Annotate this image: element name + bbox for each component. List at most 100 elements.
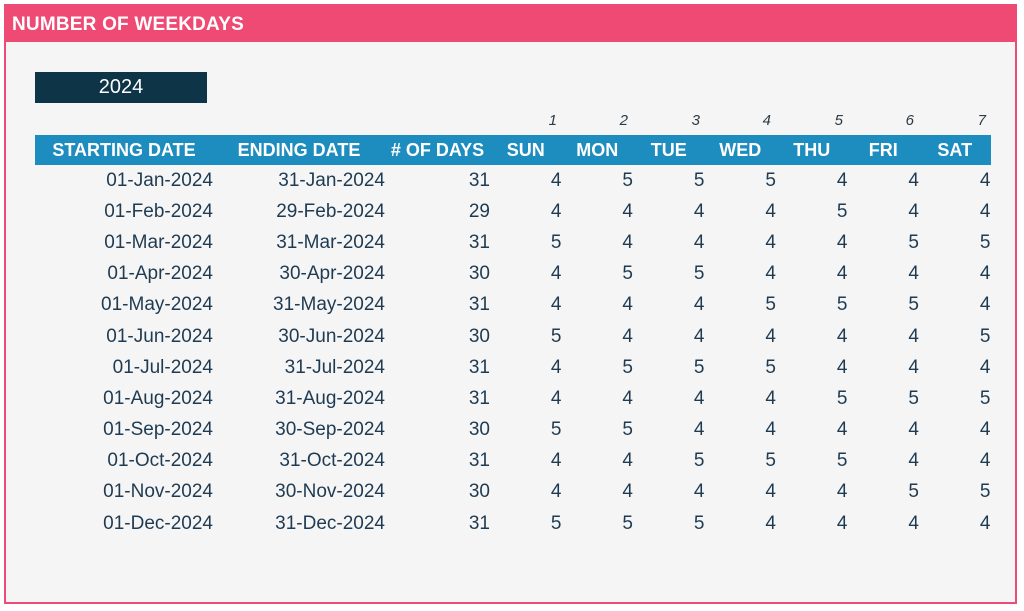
cell-mon-count[interactable]: 4 <box>622 200 633 222</box>
cell-starting-date[interactable]: 01-Oct-2024 <box>107 450 213 472</box>
cell-sun-count[interactable]: 4 <box>550 356 562 378</box>
cell-sat-count[interactable]: 4 <box>979 200 991 222</box>
cell-wed-count[interactable]: 4 <box>765 200 776 222</box>
cell-num-days[interactable]: 31 <box>468 169 490 191</box>
cell-thu-count[interactable]: 4 <box>836 512 848 534</box>
cell-mon-count[interactable]: 4 <box>622 387 633 409</box>
cell-thu-count[interactable]: 4 <box>836 263 848 285</box>
cell-sat-count[interactable]: 5 <box>979 387 991 409</box>
cell-sun-count[interactable]: 4 <box>550 481 562 503</box>
cell-wed-count[interactable]: 5 <box>765 450 776 472</box>
cell-ending-date[interactable]: 30-Nov-2024 <box>275 481 385 503</box>
cell-starting-date[interactable]: 01-Apr-2024 <box>107 263 213 285</box>
cell-ending-date[interactable]: 31-Aug-2024 <box>275 387 385 409</box>
cell-fri-count[interactable]: 5 <box>908 481 919 503</box>
cell-wed-count[interactable]: 5 <box>765 356 776 378</box>
cell-starting-date[interactable]: 01-Jan-2024 <box>106 169 213 191</box>
cell-sun-count[interactable]: 4 <box>550 294 562 316</box>
cell-starting-date[interactable]: 01-Jul-2024 <box>112 356 213 378</box>
cell-sat-count[interactable]: 5 <box>979 325 991 347</box>
cell-tue-count[interactable]: 4 <box>693 481 705 503</box>
cell-num-days[interactable]: 31 <box>468 512 490 534</box>
cell-wed-count[interactable]: 4 <box>765 325 776 347</box>
cell-num-days[interactable]: 30 <box>468 263 490 285</box>
cell-ending-date[interactable]: 31-Oct-2024 <box>279 450 385 472</box>
cell-tue-count[interactable]: 4 <box>693 387 705 409</box>
cell-ending-date[interactable]: 30-Sep-2024 <box>275 419 385 441</box>
cell-sun-count[interactable]: 4 <box>550 263 562 285</box>
cell-sun-count[interactable]: 4 <box>550 387 562 409</box>
cell-thu-count[interactable]: 5 <box>836 294 848 316</box>
cell-num-days[interactable]: 31 <box>468 294 490 316</box>
year-input[interactable]: 2024 <box>35 72 207 103</box>
cell-starting-date[interactable]: 01-Sep-2024 <box>103 419 213 441</box>
cell-fri-count[interactable]: 4 <box>908 263 919 285</box>
cell-sat-count[interactable]: 5 <box>979 481 991 503</box>
cell-wed-count[interactable]: 5 <box>765 294 776 316</box>
cell-tue-count[interactable]: 4 <box>693 325 705 347</box>
cell-ending-date[interactable]: 31-Dec-2024 <box>275 512 385 534</box>
header-wed[interactable]: WED <box>704 135 776 165</box>
cell-num-days[interactable]: 31 <box>468 231 490 253</box>
cell-mon-count[interactable]: 4 <box>622 294 633 316</box>
cell-sat-count[interactable]: 4 <box>979 419 991 441</box>
cell-starting-date[interactable]: 01-Mar-2024 <box>104 231 213 253</box>
header-thu[interactable]: THU <box>776 135 848 165</box>
cell-thu-count[interactable]: 5 <box>836 450 848 472</box>
cell-sat-count[interactable]: 4 <box>979 356 991 378</box>
cell-mon-count[interactable]: 4 <box>622 450 633 472</box>
cell-mon-count[interactable]: 5 <box>622 263 633 285</box>
cell-tue-count[interactable]: 5 <box>693 512 705 534</box>
cell-ending-date[interactable]: 30-Jun-2024 <box>278 325 385 347</box>
cell-sun-count[interactable]: 5 <box>550 325 562 347</box>
cell-wed-count[interactable]: 4 <box>765 387 776 409</box>
header-sat[interactable]: SAT <box>919 135 991 165</box>
cell-fri-count[interactable]: 5 <box>908 387 919 409</box>
cell-num-days[interactable]: 30 <box>468 419 490 441</box>
cell-thu-count[interactable]: 5 <box>836 387 848 409</box>
cell-fri-count[interactable]: 4 <box>908 325 919 347</box>
cell-sat-count[interactable]: 4 <box>979 263 991 285</box>
cell-tue-count[interactable]: 4 <box>693 200 705 222</box>
cell-thu-count[interactable]: 4 <box>836 325 848 347</box>
cell-starting-date[interactable]: 01-Nov-2024 <box>103 481 213 503</box>
cell-ending-date[interactable]: 31-May-2024 <box>273 294 385 316</box>
cell-mon-count[interactable]: 4 <box>622 481 633 503</box>
header-fri[interactable]: FRI <box>847 135 919 165</box>
cell-thu-count[interactable]: 4 <box>836 481 848 503</box>
cell-tue-count[interactable]: 4 <box>693 231 705 253</box>
cell-wed-count[interactable]: 4 <box>765 231 776 253</box>
cell-sun-count[interactable]: 4 <box>550 200 562 222</box>
cell-wed-count[interactable]: 4 <box>765 512 776 534</box>
cell-num-days[interactable]: 29 <box>468 200 490 222</box>
cell-tue-count[interactable]: 4 <box>693 294 705 316</box>
header-tue[interactable]: TUE <box>633 135 705 165</box>
header-sun[interactable]: SUN <box>490 135 562 165</box>
cell-wed-count[interactable]: 4 <box>765 481 776 503</box>
cell-tue-count[interactable]: 5 <box>693 169 705 191</box>
cell-ending-date[interactable]: 29-Feb-2024 <box>276 200 385 222</box>
cell-sun-count[interactable]: 4 <box>550 450 562 472</box>
cell-mon-count[interactable]: 5 <box>622 512 633 534</box>
cell-wed-count[interactable]: 4 <box>765 263 776 285</box>
cell-sun-count[interactable]: 5 <box>550 231 562 253</box>
header-mon[interactable]: MON <box>561 135 633 165</box>
cell-starting-date[interactable]: 01-Dec-2024 <box>103 512 213 534</box>
cell-mon-count[interactable]: 5 <box>622 419 633 441</box>
header-num-days[interactable]: # OF DAYS <box>385 135 490 165</box>
cell-fri-count[interactable]: 5 <box>908 231 919 253</box>
cell-mon-count[interactable]: 5 <box>622 169 633 191</box>
cell-starting-date[interactable]: 01-Jun-2024 <box>106 325 213 347</box>
cell-mon-count[interactable]: 4 <box>622 325 633 347</box>
cell-sun-count[interactable]: 5 <box>550 419 562 441</box>
cell-thu-count[interactable]: 4 <box>836 419 848 441</box>
cell-fri-count[interactable]: 4 <box>908 200 919 222</box>
cell-thu-count[interactable]: 4 <box>836 356 848 378</box>
cell-ending-date[interactable]: 30-Apr-2024 <box>279 263 385 285</box>
cell-starting-date[interactable]: 01-May-2024 <box>101 294 213 316</box>
cell-num-days[interactable]: 31 <box>468 356 490 378</box>
cell-num-days[interactable]: 30 <box>468 481 490 503</box>
cell-mon-count[interactable]: 4 <box>622 231 633 253</box>
header-starting-date[interactable]: STARTING DATE <box>35 135 213 165</box>
cell-sat-count[interactable]: 4 <box>979 450 991 472</box>
